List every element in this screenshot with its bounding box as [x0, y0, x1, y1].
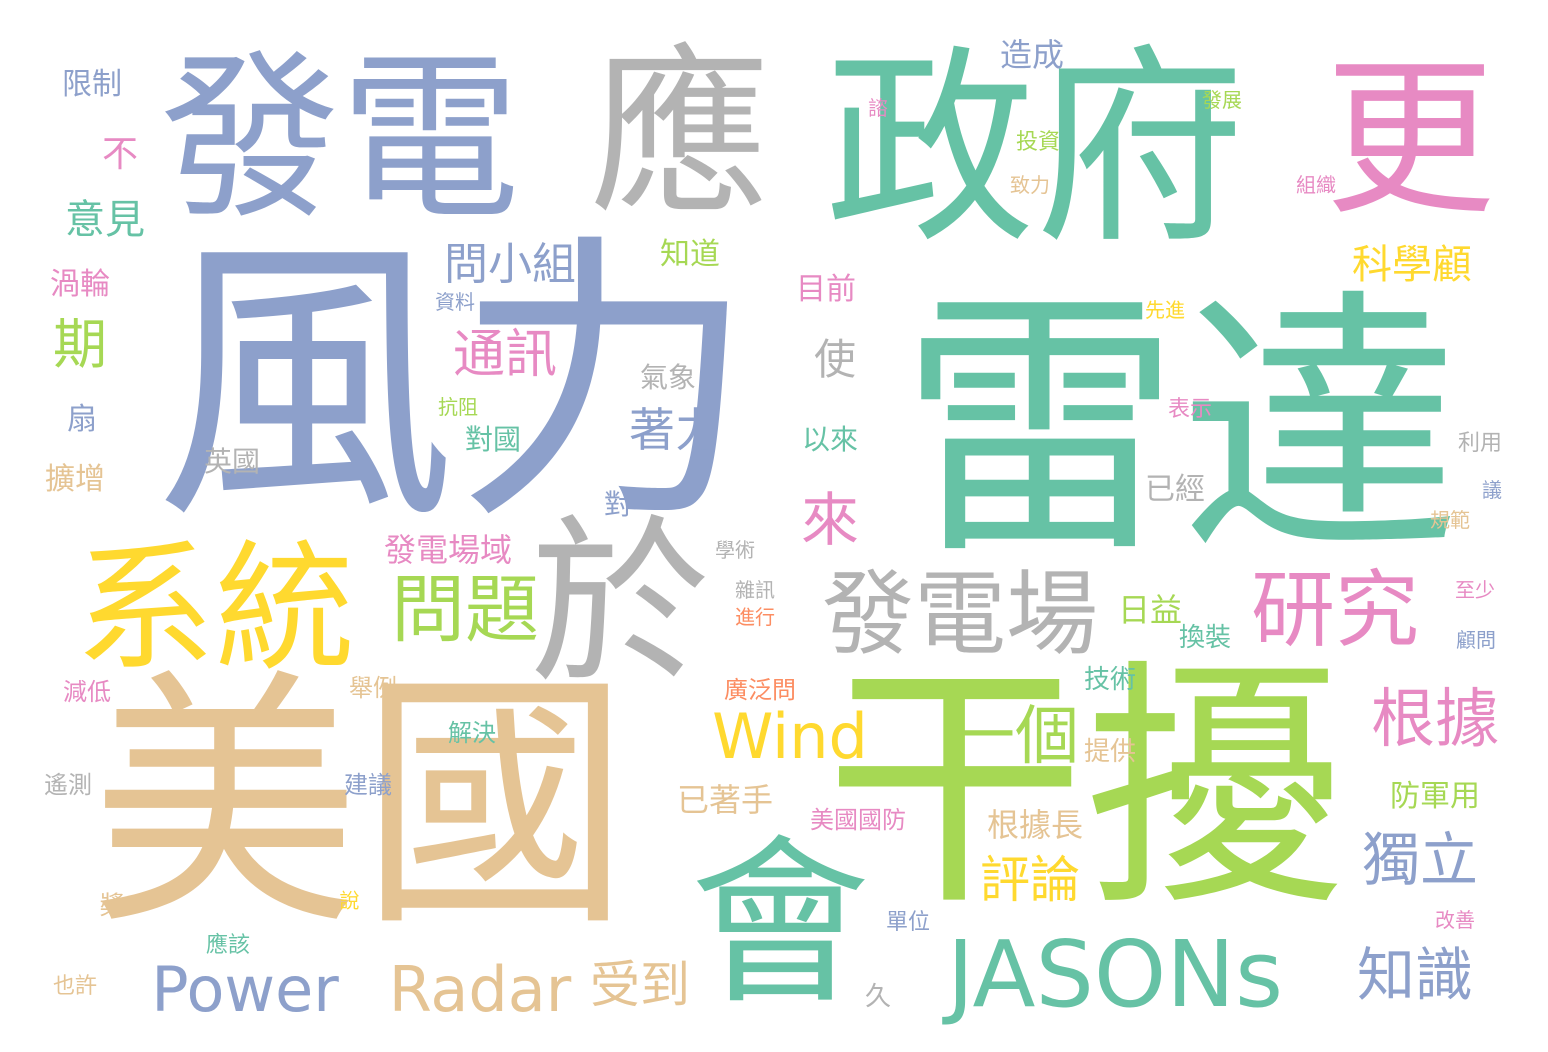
word-geng: 更	[1324, 41, 1496, 239]
word-biaoshi: 表示	[1167, 397, 1213, 422]
word-duiguo: 對國	[464, 423, 522, 456]
word-liyong: 利用	[1457, 431, 1503, 456]
word-tongxun: 通訊	[452, 325, 558, 385]
word-jiang: 槳	[95, 891, 125, 919]
word-shoudao: 受到	[590, 956, 690, 1014]
word-guwen: 顧問	[1456, 628, 1496, 652]
word-tigong: 提供	[1083, 737, 1137, 767]
word-guifan: 規範	[1430, 508, 1470, 532]
word-fengli: 風力	[155, 210, 755, 559]
word-yu: 於	[529, 500, 711, 709]
word-shan: 扇	[67, 402, 97, 437]
word-duli: 獨立	[1361, 826, 1479, 894]
word-zaocheng: 造成	[999, 36, 1065, 74]
word-muqian: 目前	[796, 272, 856, 307]
word-yaoce: 遙測	[44, 771, 92, 799]
word-genju: 根據	[1371, 683, 1499, 757]
word-power: Power	[151, 953, 339, 1026]
word-kexuegu: 科學顧	[1352, 242, 1472, 288]
word-fadianchang: 發電場	[821, 561, 1099, 668]
word-zhili: 致力	[1010, 173, 1050, 197]
word-ziliao: 資料	[435, 290, 475, 314]
word-zaxun: 雜訊	[735, 578, 775, 602]
word-shuo: 說	[336, 889, 360, 911]
word-fadianchangyu: 發電場域	[383, 531, 513, 569]
word-yige: 一個	[951, 700, 1079, 774]
word-genjuchang: 根據長	[986, 806, 1084, 844]
word-riyi: 日益	[1117, 591, 1183, 629]
word-fazhan: 發展	[1202, 88, 1242, 112]
word-kangzu: 抗阻	[438, 395, 478, 419]
word-jishu: 技術	[1083, 665, 1137, 695]
word-zi: 諮	[868, 96, 888, 120]
word-yinggai: 應該	[205, 933, 251, 958]
word-wolun: 渦輪	[50, 267, 110, 302]
word-leida: 雷達	[900, 267, 1460, 593]
word-fangjunyong: 防軍用	[1390, 779, 1480, 814]
word-yijian: 意見	[65, 197, 145, 243]
word-qixiang: 氣象	[639, 361, 697, 394]
word-touzi: 投資	[1015, 130, 1061, 155]
word-wenti: 問題	[391, 567, 539, 653]
word-yexu: 也許	[52, 974, 98, 999]
word-shi: 使	[813, 335, 857, 384]
word-xianzhi: 限制	[62, 67, 122, 102]
word-danwei: 單位	[885, 910, 931, 935]
word-yi: 議	[1482, 478, 1502, 502]
word-jiejue: 解決	[448, 719, 496, 747]
word-pinglun: 評論	[980, 851, 1080, 909]
word-zhidao: 知道	[660, 237, 720, 272]
word-gaishan: 改善	[1435, 908, 1475, 932]
word-bu: 不	[101, 134, 139, 175]
word-yizhuoshou: 已著手	[676, 781, 774, 819]
word-zhishao: 至少	[1455, 578, 1495, 602]
word-kuozeng: 擴增	[45, 462, 105, 497]
word-ying: 應	[589, 30, 771, 239]
word-yingguo: 英國	[203, 445, 261, 478]
word-jasons: JASONs	[946, 921, 1284, 1028]
word-zhishi: 知識	[1356, 941, 1474, 1009]
word-jiandi: 減低	[63, 678, 111, 706]
word-qi: 期	[53, 313, 107, 376]
word-jiu: 久	[864, 982, 892, 1012]
word-radar: Radar	[388, 953, 572, 1026]
word-xitong: 系統	[74, 528, 356, 691]
word-yilai: 以來	[801, 423, 859, 456]
word-yanjiu: 研究	[1250, 561, 1420, 659]
word-yijing: 已經	[1145, 472, 1205, 507]
word-meiguo: 美國	[90, 647, 630, 962]
word-fadian: 發電	[159, 35, 521, 244]
word-zhengfu: 政府	[824, 27, 1246, 272]
word-hui: 會	[689, 820, 871, 1029]
word-meiguoguofang: 美國國防	[810, 806, 906, 834]
word-dui: 對	[603, 488, 633, 521]
word-xueshu: 學術	[715, 538, 755, 562]
word-wind: Wind	[712, 700, 868, 773]
word-jianyi: 建議	[344, 771, 392, 799]
word-huanzhuang: 換裝	[1178, 623, 1232, 653]
word-guangfanwen: 廣泛問	[724, 676, 796, 704]
word-ganrao: 干擾	[825, 639, 1345, 941]
word-juli: 舉例	[349, 674, 397, 702]
word-wenxiaozu: 問小組	[444, 239, 576, 290]
word-lai: 來	[800, 486, 860, 554]
word-jinxing: 進行	[735, 605, 775, 629]
word-xianjin: 先進	[1145, 298, 1185, 322]
word-zhuoli: 著力	[629, 403, 721, 457]
word-zuzhi: 組織	[1296, 173, 1336, 197]
